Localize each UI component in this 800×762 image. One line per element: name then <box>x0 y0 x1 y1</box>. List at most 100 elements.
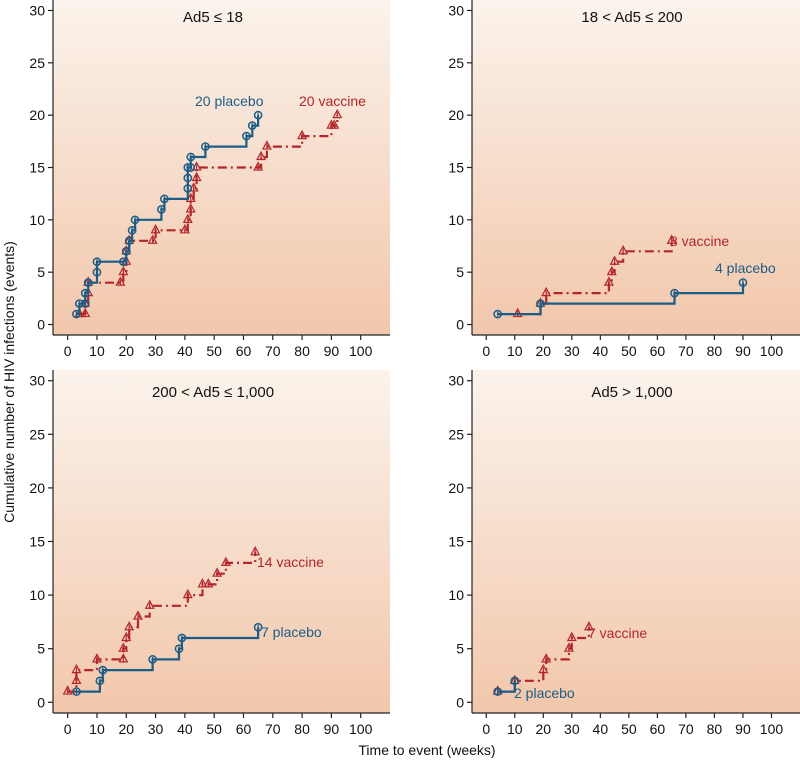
vaccine-point <box>147 234 158 244</box>
y-tick-label: 25 <box>448 426 464 442</box>
vaccine-point <box>150 224 161 234</box>
x-tick-label: 20 <box>536 343 552 359</box>
placebo-point <box>186 163 196 172</box>
placebo-point <box>247 121 257 130</box>
x-tick-label: 10 <box>507 721 523 737</box>
placebo-point <box>177 633 187 643</box>
y-axis-label: Cumulative number of HIV infections (eve… <box>1 241 17 523</box>
placebo-point <box>95 676 105 686</box>
y-tick-label: 0 <box>37 317 45 333</box>
vaccine-point <box>566 631 577 642</box>
vaccine-point <box>185 203 196 213</box>
vaccine-point <box>220 556 231 567</box>
x-tick-label: 70 <box>265 721 281 737</box>
x-tick-label: 70 <box>678 721 694 737</box>
vaccine-point <box>329 119 340 129</box>
x-tick-label: 20 <box>536 721 552 737</box>
y-tick-label: 10 <box>29 212 45 228</box>
plot-background <box>472 0 800 335</box>
y-tick-label: 30 <box>448 373 464 389</box>
y-tick-label: 20 <box>448 480 464 496</box>
placebo-point <box>183 173 193 183</box>
vaccine-point <box>182 588 193 599</box>
placebo-point <box>98 665 108 675</box>
y-tick-label: 10 <box>448 212 464 228</box>
vaccine-point <box>583 620 594 631</box>
x-tick-label: 80 <box>707 721 723 737</box>
placebo-point <box>124 236 134 246</box>
x-tick-label: 80 <box>294 721 310 737</box>
y-tick-label: 25 <box>29 426 45 442</box>
x-tick-label: 30 <box>564 721 580 737</box>
vaccine-point <box>62 685 73 695</box>
x-tick-label: 0 <box>482 343 490 359</box>
x-tick-label: 80 <box>294 343 310 359</box>
y-tick-label: 5 <box>37 641 45 657</box>
x-tick-label: 40 <box>177 721 193 737</box>
placebo-point <box>127 225 137 235</box>
y-tick-label: 20 <box>29 107 45 123</box>
placebo-step-line <box>497 282 745 316</box>
vaccine-series-label: 14 vaccine <box>257 554 324 570</box>
x-tick-label: 20 <box>118 721 134 737</box>
y-tick-label: 10 <box>29 587 45 603</box>
placebo-series-label: 7 placebo <box>261 624 322 640</box>
x-tick-label: 30 <box>148 343 164 359</box>
x-tick-label: 60 <box>650 343 666 359</box>
vaccine-series-label: 8 vaccine <box>670 233 729 249</box>
x-tick-label: 10 <box>89 343 105 359</box>
placebo-point <box>148 655 157 664</box>
vaccine-point <box>121 631 132 642</box>
y-tick-label: 0 <box>37 694 45 710</box>
placebo-point <box>670 288 679 298</box>
y-tick-label: 25 <box>29 55 45 71</box>
vaccine-point <box>197 578 208 588</box>
y-tick-label: 20 <box>29 480 45 496</box>
placebo-point <box>536 299 545 308</box>
panel-ad5-200-1000: 0 5 10 15 20 25 30 0 10 20 30 40 50 60 70 80 90 100 200 < … <box>29 370 390 737</box>
placebo-point <box>510 676 520 686</box>
x-tick-label: 90 <box>324 343 340 359</box>
panel-title: 200 < Ad5 ≤ 1,000 <box>152 384 274 401</box>
x-tick-label: 40 <box>177 343 193 359</box>
vaccine-point <box>666 234 677 244</box>
placebo-point <box>493 687 503 696</box>
x-tick-label: 70 <box>265 343 281 359</box>
placebo-point <box>738 278 748 288</box>
panel-ad5-18-200: 0 5 10 15 20 25 30 0 10 20 30 40 50 60 70 80 90 100 18 < A… <box>448 0 800 359</box>
x-tick-label: 50 <box>621 721 637 737</box>
x-tick-label: 0 <box>64 343 72 359</box>
vaccine-point <box>332 108 343 119</box>
x-tick-label: 30 <box>564 343 580 359</box>
vaccine-point <box>541 653 552 663</box>
vaccine-point <box>191 171 202 182</box>
placebo-point <box>174 644 184 654</box>
placebo-point <box>72 309 81 319</box>
panel-title: Ad5 > 1,000 <box>591 384 672 401</box>
vaccine-point <box>603 276 614 286</box>
y-tick-label: 30 <box>29 2 45 18</box>
placebo-point <box>186 152 196 162</box>
placebo-point <box>242 131 251 141</box>
y-tick-label: 30 <box>448 2 464 18</box>
x-axis-label: Time to event (weeks) <box>358 742 495 758</box>
placebo-point <box>183 184 193 193</box>
vaccine-point <box>124 620 135 631</box>
placebo-point <box>157 205 166 214</box>
x-tick-label: 50 <box>206 721 222 737</box>
placebo-point <box>92 257 102 267</box>
vaccine-point <box>541 286 552 297</box>
x-tick-label: 40 <box>593 721 609 737</box>
vaccine-point <box>115 276 126 286</box>
x-tick-label: 10 <box>89 721 105 737</box>
placebo-point <box>253 622 263 632</box>
vaccine-point <box>118 653 129 663</box>
x-tick-label: 60 <box>236 721 252 737</box>
vaccine-point <box>182 213 193 223</box>
panel-title: 18 < Ad5 ≤ 200 <box>581 9 682 26</box>
placebo-series-label: 2 placebo <box>514 685 575 701</box>
x-tick-label: 30 <box>148 721 164 737</box>
placebo-point <box>121 246 131 256</box>
vaccine-point <box>118 265 129 276</box>
